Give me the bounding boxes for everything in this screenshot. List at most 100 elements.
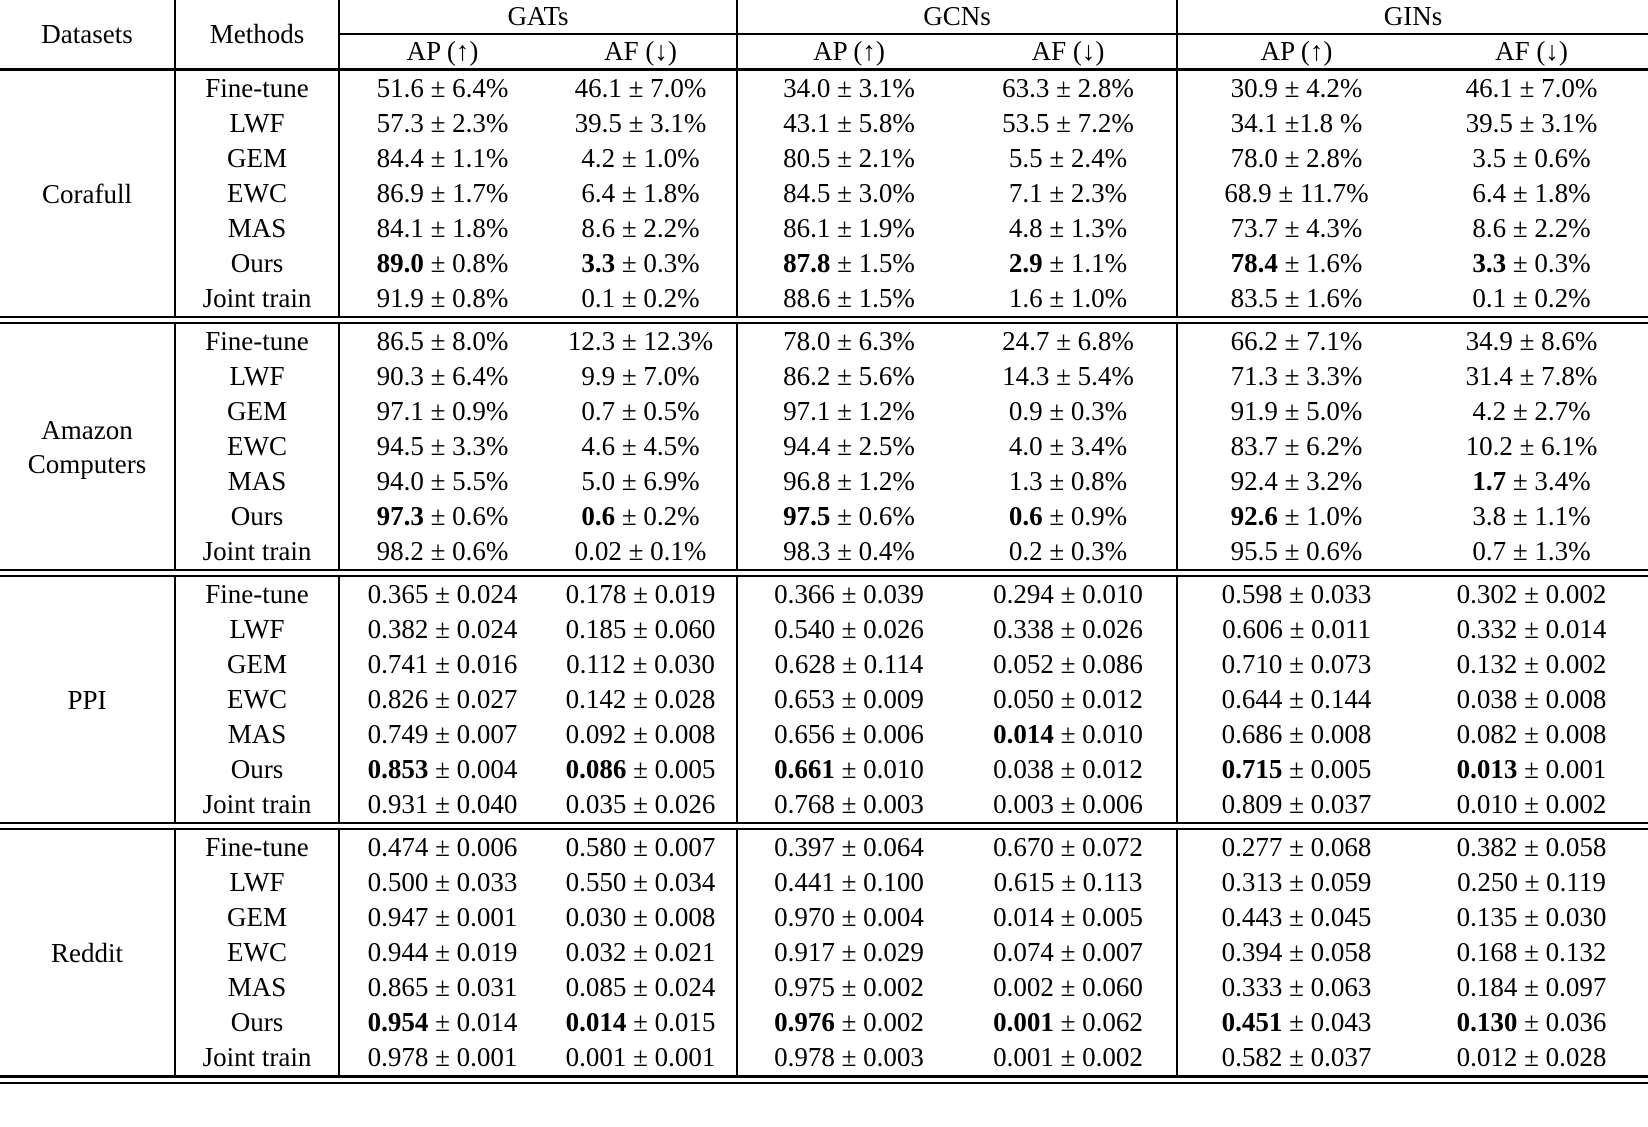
method-label: EWC xyxy=(175,682,340,717)
metric-mean: 86.1 xyxy=(783,213,831,243)
metric-mean: 0.7 xyxy=(581,396,616,426)
metric-value: 98.3 ± 0.4% xyxy=(783,536,915,566)
metric-value: 78.0 ± 2.8% xyxy=(1230,143,1363,173)
metric-mean: 86.5 xyxy=(376,326,424,356)
separator-row xyxy=(0,569,1648,577)
metric-value: 94.5 ± 3.3% xyxy=(376,431,509,461)
metric-mean: 4.2 xyxy=(1472,396,1507,426)
method-label: Joint train xyxy=(175,1040,340,1075)
metric-mean: 0.474 xyxy=(367,832,429,862)
metric-value: 0.085 ± 0.024 xyxy=(545,970,738,1005)
metric-value: 0.661 ± 0.010 xyxy=(774,754,924,784)
metric-value: 0.768 ± 0.003 xyxy=(774,789,924,819)
metric-mean: 0.653 xyxy=(774,684,835,714)
table-row: MAS 0.865 ± 0.031 0.085 ± 0.024 0.975 ± 0.0… xyxy=(0,970,1648,1005)
metric-value: 4.6 ± 4.5% xyxy=(545,429,738,464)
metric-value: 0.865 ± 0.031 xyxy=(367,972,518,1002)
metric-mean: 84.1 xyxy=(376,213,424,243)
metric-value: 84.4 ± 1.1% xyxy=(376,143,509,173)
metric-value: 92.4 ± 3.2% xyxy=(1230,466,1363,496)
metric-value: 0.333 ± 0.063 xyxy=(1221,972,1372,1002)
metric-value: 0.582 ± 0.037 xyxy=(1221,1042,1372,1072)
metric-value: 31.4 ± 7.8% xyxy=(1465,361,1598,391)
metric-value: 39.5 ± 3.1% xyxy=(1465,108,1598,138)
metric-mean: 0.086 xyxy=(565,754,627,784)
table-row: Amazon Computers Fine-tune 86.5 ± 8.0% 12.3… xyxy=(0,324,1648,569)
method-label: Ours xyxy=(175,246,340,281)
metric-value: 97.1 ± 1.2% xyxy=(783,396,915,426)
method-label: LWF xyxy=(175,612,340,647)
metric-mean: 0.365 xyxy=(367,579,429,609)
metric-value: 0.397 ± 0.064 xyxy=(774,832,924,862)
metric-value: 6.4 ± 1.8% xyxy=(1472,178,1591,208)
metric-mean: 0.615 xyxy=(993,867,1055,897)
separator-cell xyxy=(0,569,1648,577)
metric-mean: 0.002 xyxy=(993,972,1054,1002)
metric-mean: 4.6 xyxy=(581,431,616,461)
metric-value: 0.012 ± 0.028 xyxy=(1456,1042,1607,1072)
metric-value: 0.2 ± 0.3% xyxy=(960,534,1179,569)
metric-mean: 7.1 xyxy=(1008,178,1043,208)
metric-value: 0.382 ± 0.058 xyxy=(1456,832,1607,862)
col-header-gats-af: AF (↓) xyxy=(545,34,738,71)
metric-mean: 3.3 xyxy=(1472,248,1507,278)
table-row: Corafull Fine-tune 51.6 ± 6.4% 46.1 ± 7.0% 3… xyxy=(0,69,1648,316)
metric-value: 0.313 ± 0.059 xyxy=(1221,867,1372,897)
method-label: MAS xyxy=(175,211,340,246)
metric-value: 78.4 ± 1.6% xyxy=(1230,248,1363,278)
metric-mean: 1.7 xyxy=(1472,466,1507,496)
table-row: Ours 89.0 ± 0.8% 3.3 ± 0.3% 87.8 ± 1.5% 2.9 … xyxy=(0,246,1648,281)
metric-value: 97.1 ± 0.9% xyxy=(376,396,509,426)
table-row: Joint train 98.2 ± 0.6% 0.02 ± 0.1% 98.3 ± … xyxy=(0,534,1648,569)
method-label: MAS xyxy=(175,464,340,499)
metric-mean: 97.3 xyxy=(376,501,424,531)
table-row: GEM 84.4 ± 1.1% 4.2 ± 1.0% 80.5 ± 2.1% 5.5 ±… xyxy=(0,141,1648,176)
metric-mean: 89.0 xyxy=(376,248,424,278)
method-label: EWC xyxy=(175,429,340,464)
metric-value: 0.474 ± 0.006 xyxy=(367,832,518,862)
separator-cell xyxy=(0,316,1648,324)
metric-mean: 10.2 xyxy=(1465,431,1513,461)
metric-value: 0.580 ± 0.007 xyxy=(545,830,738,865)
metric-value: 1.6 ± 1.0% xyxy=(960,281,1179,316)
metric-value: 0.185 ± 0.060 xyxy=(545,612,738,647)
method-label: GEM xyxy=(175,900,340,935)
metric-mean: 24.7 xyxy=(1002,326,1050,356)
table-row: EWC 94.5 ± 3.3% 4.6 ± 4.5% 94.4 ± 2.5% 4.0 ±… xyxy=(0,429,1648,464)
col-header-gins-ap: AP (↑) xyxy=(1177,34,1416,71)
metric-value: 98.2 ± 0.6% xyxy=(376,536,509,566)
method-label: GEM xyxy=(175,394,340,429)
col-header-gcns-af: AF (↓) xyxy=(960,34,1179,71)
method-label: Ours xyxy=(175,752,340,787)
metric-mean: 0.085 xyxy=(565,972,627,1002)
metric-value: 2.9 ± 1.1% xyxy=(960,246,1179,281)
metric-mean: 0.978 xyxy=(367,1042,429,1072)
metric-value: 34.1 ±1.8 % xyxy=(1230,108,1363,138)
metric-mean: 0.142 xyxy=(565,684,627,714)
dataset-label: PPI xyxy=(0,577,176,822)
metric-value: 9.9 ± 7.0% xyxy=(545,359,738,394)
metric-value: 0.1 ± 0.2% xyxy=(545,281,738,316)
metric-mean: 0.313 xyxy=(1221,867,1283,897)
metric-value: 0.976 ± 0.002 xyxy=(774,1007,924,1037)
metric-mean: 0.710 xyxy=(1221,649,1283,679)
metric-mean: 0.082 xyxy=(1456,719,1518,749)
metric-mean: 97.1 xyxy=(376,396,424,426)
metric-mean: 0.606 xyxy=(1222,614,1283,644)
metric-value: 34.9 ± 8.6% xyxy=(1465,326,1598,356)
metric-mean: 0.001 xyxy=(565,1042,627,1072)
metric-mean: 91.9 xyxy=(376,283,424,313)
table-row: Ours 0.853 ± 0.004 0.086 ± 0.005 0.661 ± 0.… xyxy=(0,752,1648,787)
metric-mean: 95.5 xyxy=(1230,536,1278,566)
metric-value: 0.030 ± 0.008 xyxy=(545,900,738,935)
metric-mean: 0.277 xyxy=(1221,832,1283,862)
metric-mean: 0.003 xyxy=(993,789,1054,819)
metric-mean: 0.7 xyxy=(1472,536,1507,566)
metric-value: 0.366 ± 0.039 xyxy=(774,579,924,609)
metric-mean: 0.185 xyxy=(565,614,627,644)
metric-value: 0.715 ± 0.005 xyxy=(1221,754,1372,784)
method-label: EWC xyxy=(175,935,340,970)
metric-mean: 96.8 xyxy=(783,466,831,496)
metric-value: 0.038 ± 0.008 xyxy=(1456,684,1607,714)
metric-value: 0.1 ± 0.2% xyxy=(1472,283,1591,313)
